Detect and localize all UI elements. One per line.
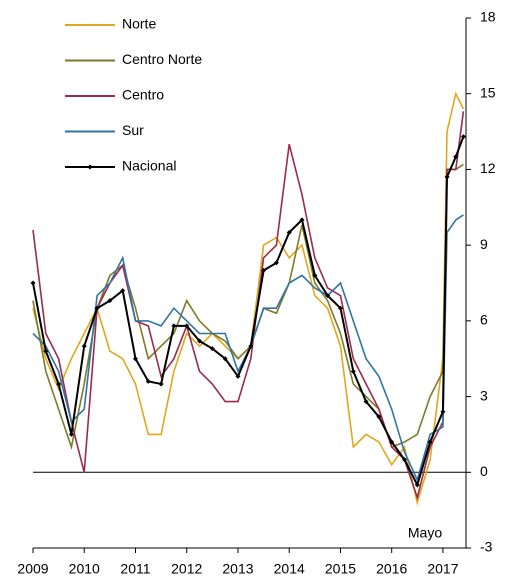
x-tick-label: 2012 (171, 561, 202, 577)
x-tick-label: 2013 (222, 561, 253, 577)
marker (312, 272, 318, 278)
marker (235, 373, 241, 379)
marker (248, 343, 254, 349)
y-tick-label: 18 (480, 9, 496, 25)
marker (273, 260, 279, 266)
marker (107, 298, 113, 304)
marker (453, 154, 459, 160)
marker (261, 267, 267, 273)
x-tick-label: 2015 (325, 561, 356, 577)
marker (43, 348, 49, 354)
y-tick-label: 9 (480, 236, 488, 252)
legend-label: Norte (122, 16, 156, 32)
marker (120, 288, 126, 294)
marker (158, 381, 164, 387)
marker (197, 338, 203, 344)
legend-label: Nacional (122, 158, 176, 174)
marker (68, 431, 74, 437)
marker (30, 280, 36, 286)
x-tick-label: 2011 (120, 561, 150, 577)
marker (460, 134, 466, 140)
marker (56, 381, 62, 387)
y-tick-label: -3 (480, 539, 493, 555)
marker (145, 378, 151, 384)
marker (299, 217, 305, 223)
marker (171, 323, 177, 329)
x-tick-label: 2009 (17, 561, 48, 577)
marker (440, 409, 446, 415)
marker (132, 356, 138, 362)
x-tick-label: 2014 (274, 561, 305, 577)
marker (402, 457, 408, 463)
marker (209, 346, 215, 352)
marker (363, 399, 369, 405)
y-tick-label: 15 (480, 84, 496, 100)
legend-label: Centro Norte (122, 51, 202, 67)
marker (444, 174, 450, 180)
legend-label: Sur (122, 122, 144, 138)
marker (350, 368, 356, 374)
marker (325, 293, 331, 299)
marker (389, 439, 395, 445)
x-tick-label: 2016 (376, 561, 407, 577)
marker (184, 323, 190, 329)
series-line (32, 214, 464, 483)
marker (94, 305, 100, 311)
x-tick-label: 2017 (427, 561, 458, 577)
series-line (32, 111, 465, 501)
marker (337, 305, 343, 311)
series-line (32, 136, 465, 488)
marker (81, 343, 87, 349)
y-tick-label: 12 (480, 160, 496, 176)
x-tick-label: 2010 (69, 561, 100, 577)
marker (414, 482, 420, 488)
y-tick-label: 0 (480, 463, 488, 479)
legend-label: Centro (122, 87, 164, 103)
y-tick-label: 6 (480, 312, 488, 328)
marker (286, 230, 292, 236)
annotation: Mayo (408, 525, 442, 541)
marker (222, 356, 228, 362)
marker (427, 439, 433, 445)
marker (376, 414, 382, 420)
legend-marker (87, 164, 93, 170)
y-tick-label: 3 (480, 387, 488, 403)
